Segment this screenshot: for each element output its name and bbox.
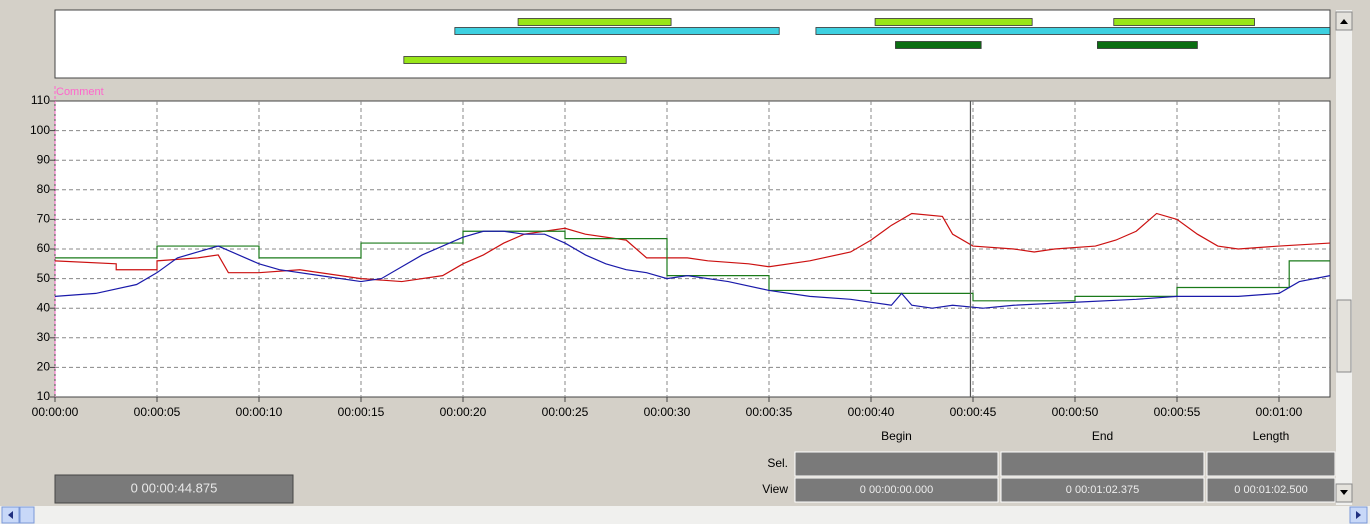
table-cell	[1206, 477, 1336, 503]
data-line	[54, 230, 1331, 309]
column-header: Length	[1253, 429, 1290, 443]
arrow-icon	[1340, 490, 1348, 495]
y-tick-label: 50	[37, 271, 51, 285]
y-tick-label: 40	[37, 300, 51, 314]
table-cell	[1206, 451, 1336, 477]
x-tick-label: 00:00:20	[440, 405, 487, 419]
y-tick-label: 10	[37, 389, 51, 403]
x-tick-label: 00:00:40	[848, 405, 895, 419]
x-tick-label: 00:00:45	[950, 405, 997, 419]
table-cell	[1000, 477, 1205, 503]
scroll-thumb[interactable]	[19, 506, 35, 524]
data-line	[54, 212, 1331, 283]
track-segment	[403, 56, 627, 64]
x-tick-label: 00:00:30	[644, 405, 691, 419]
x-tick-label: 00:00:25	[542, 405, 589, 419]
y-tick-label: 30	[37, 330, 51, 344]
track-segment	[895, 41, 982, 49]
y-tick-label: 60	[37, 241, 51, 255]
y-tick-label: 70	[37, 212, 51, 226]
column-header: End	[1092, 429, 1113, 443]
data-line	[55, 230, 1330, 302]
table-cell	[1000, 451, 1205, 477]
track-segment	[517, 18, 672, 26]
table-cell	[794, 451, 999, 477]
cursor-display	[54, 474, 294, 504]
x-tick-label: 00:00:10	[236, 405, 283, 419]
x-tick-label: 00:00:05	[134, 405, 181, 419]
x-tick-label: 00:01:00	[1256, 405, 1303, 419]
row-label: View	[762, 482, 788, 496]
x-tick-label: 00:00:50	[1052, 405, 1099, 419]
arrow-icon	[8, 511, 13, 519]
y-tick-label: 110	[31, 93, 50, 107]
y-tick-label: 100	[30, 123, 50, 137]
v-scrollbar[interactable]	[1336, 10, 1352, 505]
h-scrollbar[interactable]	[0, 506, 1370, 524]
y-tick-label: 90	[37, 152, 51, 166]
arrow-icon	[1356, 511, 1361, 519]
arrow-icon	[1340, 19, 1348, 24]
y-tick-label: 80	[37, 182, 51, 196]
x-tick-label: 00:00:35	[746, 405, 793, 419]
track-segment	[454, 27, 780, 35]
cell-value: 0 00:01:02.375	[1066, 484, 1139, 496]
x-tick-label: 00:00:00	[32, 405, 79, 419]
column-header: Begin	[881, 429, 912, 443]
track-segment	[815, 27, 1331, 35]
cell-value: 0 00:01:02.500	[1234, 484, 1307, 496]
track-segment	[1113, 18, 1255, 26]
track-segment	[1097, 41, 1198, 49]
cell-value: 0 00:00:00.000	[860, 484, 933, 496]
table-cell	[794, 477, 999, 503]
x-tick-label: 00:00:15	[338, 405, 385, 419]
row-label: Sel.	[767, 456, 788, 470]
scroll-thumb[interactable]	[1336, 299, 1352, 373]
cursor-time: 0 00:00:44.875	[131, 480, 218, 495]
track-segment	[874, 18, 1033, 26]
y-tick-label: 20	[37, 360, 51, 374]
comment-label: Comment	[56, 86, 104, 98]
x-tick-label: 00:00:55	[1154, 405, 1201, 419]
